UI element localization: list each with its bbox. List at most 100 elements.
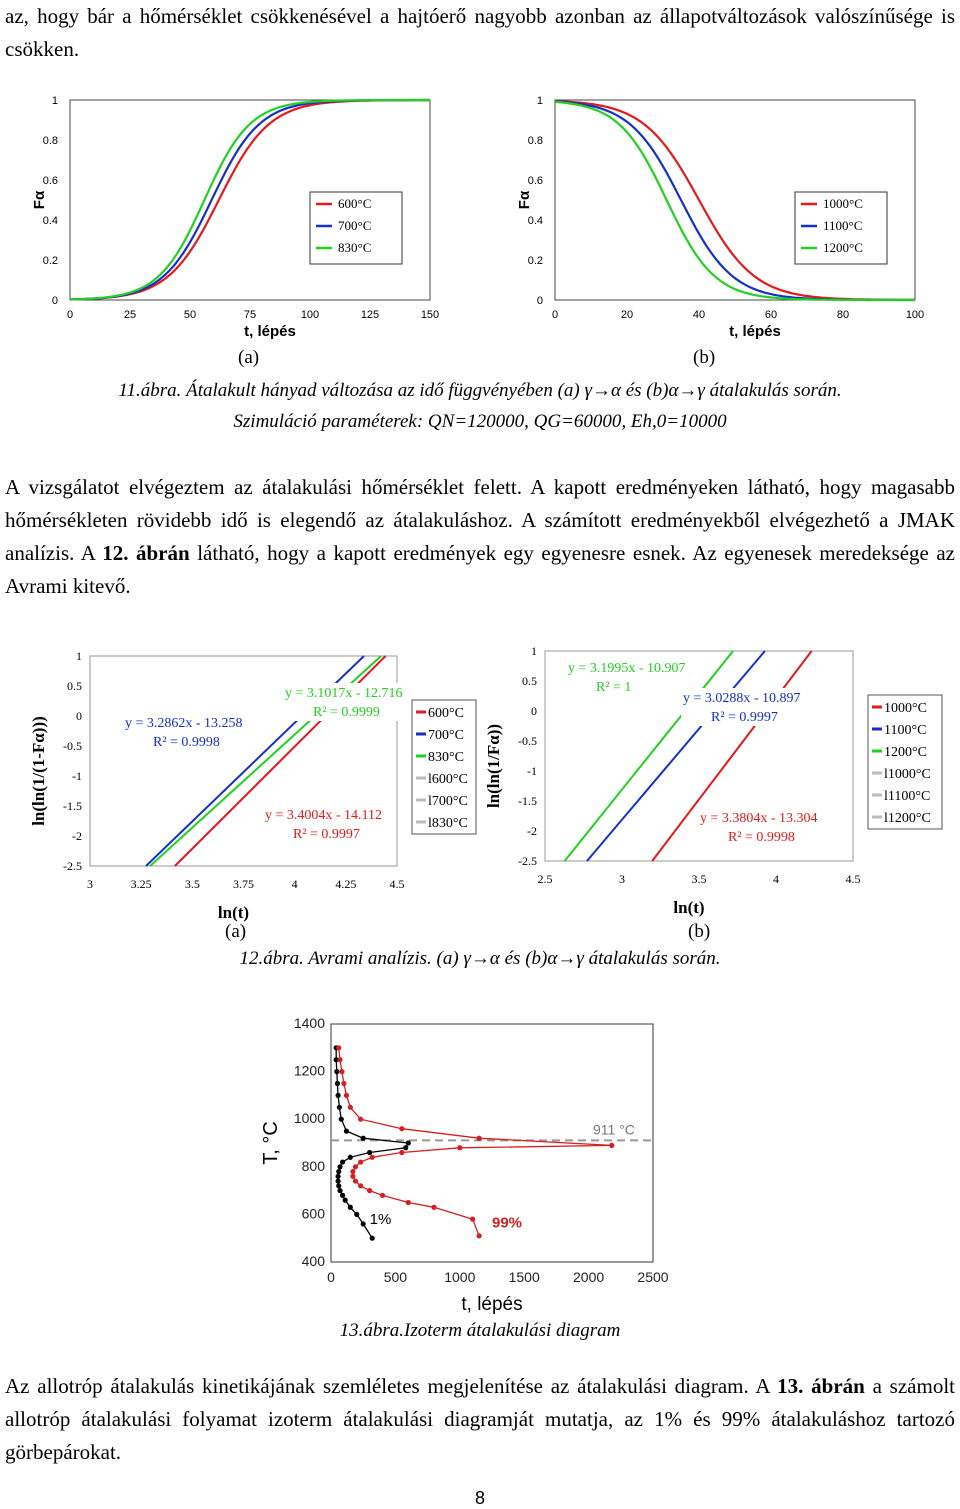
x-tick-label: 75 bbox=[244, 309, 256, 321]
fig12-label-b: (b) bbox=[688, 921, 711, 942]
x-tick-label: 3 bbox=[619, 872, 625, 886]
y-tick-label: 0 bbox=[531, 704, 537, 718]
x-tick-label: 3 bbox=[87, 877, 93, 891]
equation-text: y = 3.0288x - 10.897 bbox=[683, 691, 801, 706]
paragraph-1-text-b: látható, hogy a kapott eredmények egy eg… bbox=[5, 541, 955, 598]
x-tick-label: 125 bbox=[361, 309, 379, 321]
y-tick-label: 0.6 bbox=[43, 175, 58, 187]
paragraph-1-text-a: A vizsgálatot elvégeztem az átalakulási … bbox=[5, 475, 955, 565]
y-tick-label: 1 bbox=[76, 649, 82, 663]
equation-text: y = 3.4004x - 14.112 bbox=[265, 808, 382, 823]
equation-r2: R² = 0.9997 bbox=[711, 710, 778, 725]
data-point bbox=[343, 1128, 350, 1134]
fit-line-1000C bbox=[651, 650, 813, 862]
legend-label: 600°C bbox=[428, 706, 464, 721]
x-tick-label: 3.5 bbox=[185, 877, 200, 891]
legend-label: 700°C bbox=[428, 728, 464, 743]
series-line-830C bbox=[70, 98, 430, 301]
equation-text: y = 3.1995x - 10.907 bbox=[568, 661, 686, 676]
legend-box bbox=[867, 694, 943, 830]
x-tick-label: 500 bbox=[384, 1269, 408, 1285]
y-tick-label: -2.5 bbox=[518, 854, 537, 868]
y-tick-label: 0 bbox=[537, 295, 543, 307]
data-point bbox=[339, 1192, 346, 1198]
x-axis-label: t, lépés bbox=[244, 323, 296, 340]
y-axis-label: Fα bbox=[516, 190, 533, 209]
figure-11b-chart: 0 20 40 60 80 100 0 0.2 0.4 0.6 0.8 1 1000°C 1100°C 12… bbox=[516, 95, 924, 340]
data-point bbox=[335, 1178, 341, 1184]
y-tick-label: 0.2 bbox=[528, 255, 543, 267]
x-tick-label: 1000 bbox=[444, 1269, 475, 1285]
legend-label: 1100°C bbox=[884, 723, 926, 738]
legend-label: l700°C bbox=[428, 794, 468, 809]
data-point bbox=[337, 1188, 343, 1194]
data-point bbox=[367, 1149, 373, 1156]
equation-bg bbox=[123, 713, 251, 751]
paragraph-2-text-a: Az allotróp átalakulás kinetikájának sze… bbox=[5, 1374, 778, 1398]
y-tick-label: -2 bbox=[527, 824, 537, 838]
y-tick-label: -0.5 bbox=[518, 734, 537, 748]
data-point bbox=[337, 1057, 343, 1063]
x-tick-label: 150 bbox=[421, 309, 439, 321]
paragraph-2-text-b: a számolt allotróp átalakulási folyamat … bbox=[5, 1374, 955, 1464]
y-tick-label: 0.4 bbox=[528, 215, 543, 227]
equation-r2: R² = 0.9997 bbox=[293, 827, 360, 842]
data-point bbox=[399, 1126, 405, 1132]
x-tick-label: 100 bbox=[906, 309, 924, 321]
data-point bbox=[354, 1211, 360, 1217]
legend-label: 830°C bbox=[338, 240, 371, 255]
legend-label: 1000°C bbox=[884, 701, 927, 716]
y-tick-label: -1.5 bbox=[518, 794, 537, 808]
data-point bbox=[358, 1183, 364, 1189]
y-tick-label: 600 bbox=[302, 1205, 326, 1221]
equation-text: y = 3.3804x - 13.304 bbox=[700, 811, 818, 826]
x-tick-label: 0 bbox=[552, 309, 558, 321]
data-point bbox=[347, 1104, 353, 1110]
equation-r2: R² = 0.9998 bbox=[153, 735, 220, 750]
y-tick-label: 0 bbox=[76, 709, 82, 723]
data-point bbox=[405, 1140, 411, 1146]
equation-r2: R² = 0.9999 bbox=[313, 705, 380, 720]
equation-bg bbox=[566, 658, 694, 696]
data-point bbox=[347, 1204, 353, 1210]
data-point bbox=[609, 1142, 615, 1148]
legend-box bbox=[794, 191, 888, 265]
data-point bbox=[369, 1154, 375, 1160]
data-point bbox=[360, 1221, 366, 1227]
data-point bbox=[337, 1164, 343, 1170]
legend-label: 1000°C bbox=[823, 196, 863, 211]
legend-label: 830°C bbox=[428, 750, 464, 765]
y-tick-label: 1 bbox=[52, 95, 58, 107]
legend-label: l830°C bbox=[428, 816, 468, 831]
fig11-parameters: Szimuláció paraméterek: QN=120000, QG=60… bbox=[233, 411, 727, 432]
data-point bbox=[476, 1233, 482, 1239]
data-point bbox=[336, 1168, 342, 1175]
y-tick-label: 800 bbox=[302, 1158, 326, 1174]
data-point bbox=[334, 1080, 341, 1087]
y-tick-label: 0 bbox=[52, 295, 58, 307]
paragraph-2-ref: 13. ábrán bbox=[777, 1374, 865, 1398]
y-axis-label: ln(ln(1/(1-Fα))) bbox=[29, 716, 48, 826]
top-paragraph: az, hogy bár a hőmérséklet csökkenésével… bbox=[5, 4, 955, 61]
equation-bg bbox=[698, 808, 826, 846]
y-axis-label: ln(ln(1/Fα)) bbox=[484, 724, 503, 808]
equation-bg bbox=[283, 683, 411, 721]
equation-text: y = 3.2862x - 13.258 bbox=[125, 716, 243, 731]
data-point bbox=[431, 1204, 437, 1210]
x-tick-label: 100 bbox=[301, 309, 319, 321]
x-tick-label: 25 bbox=[124, 309, 136, 321]
y-tick-label: -2 bbox=[72, 829, 82, 843]
x-axis-label: t, lépés bbox=[729, 323, 781, 340]
data-point bbox=[335, 1092, 341, 1098]
data-point bbox=[339, 1159, 346, 1165]
x-axis-label: ln(t) bbox=[673, 898, 704, 917]
y-tick-label: -2.5 bbox=[63, 859, 82, 873]
fig12-label-a: (a) bbox=[225, 921, 247, 942]
data-point bbox=[358, 1116, 364, 1122]
data-point bbox=[476, 1135, 482, 1141]
paragraph-1: A vizsgálatot elvégeztem az átalakulási … bbox=[5, 471, 955, 603]
data-point bbox=[457, 1145, 463, 1151]
page-number: 8 bbox=[474, 1488, 485, 1508]
x-tick-label: 60 bbox=[765, 309, 777, 321]
figure-11a-chart: 0 25 50 75 100 125 150 0 0.2 0.4 0.6 0.8 1 600°C 700°C… bbox=[31, 95, 439, 340]
